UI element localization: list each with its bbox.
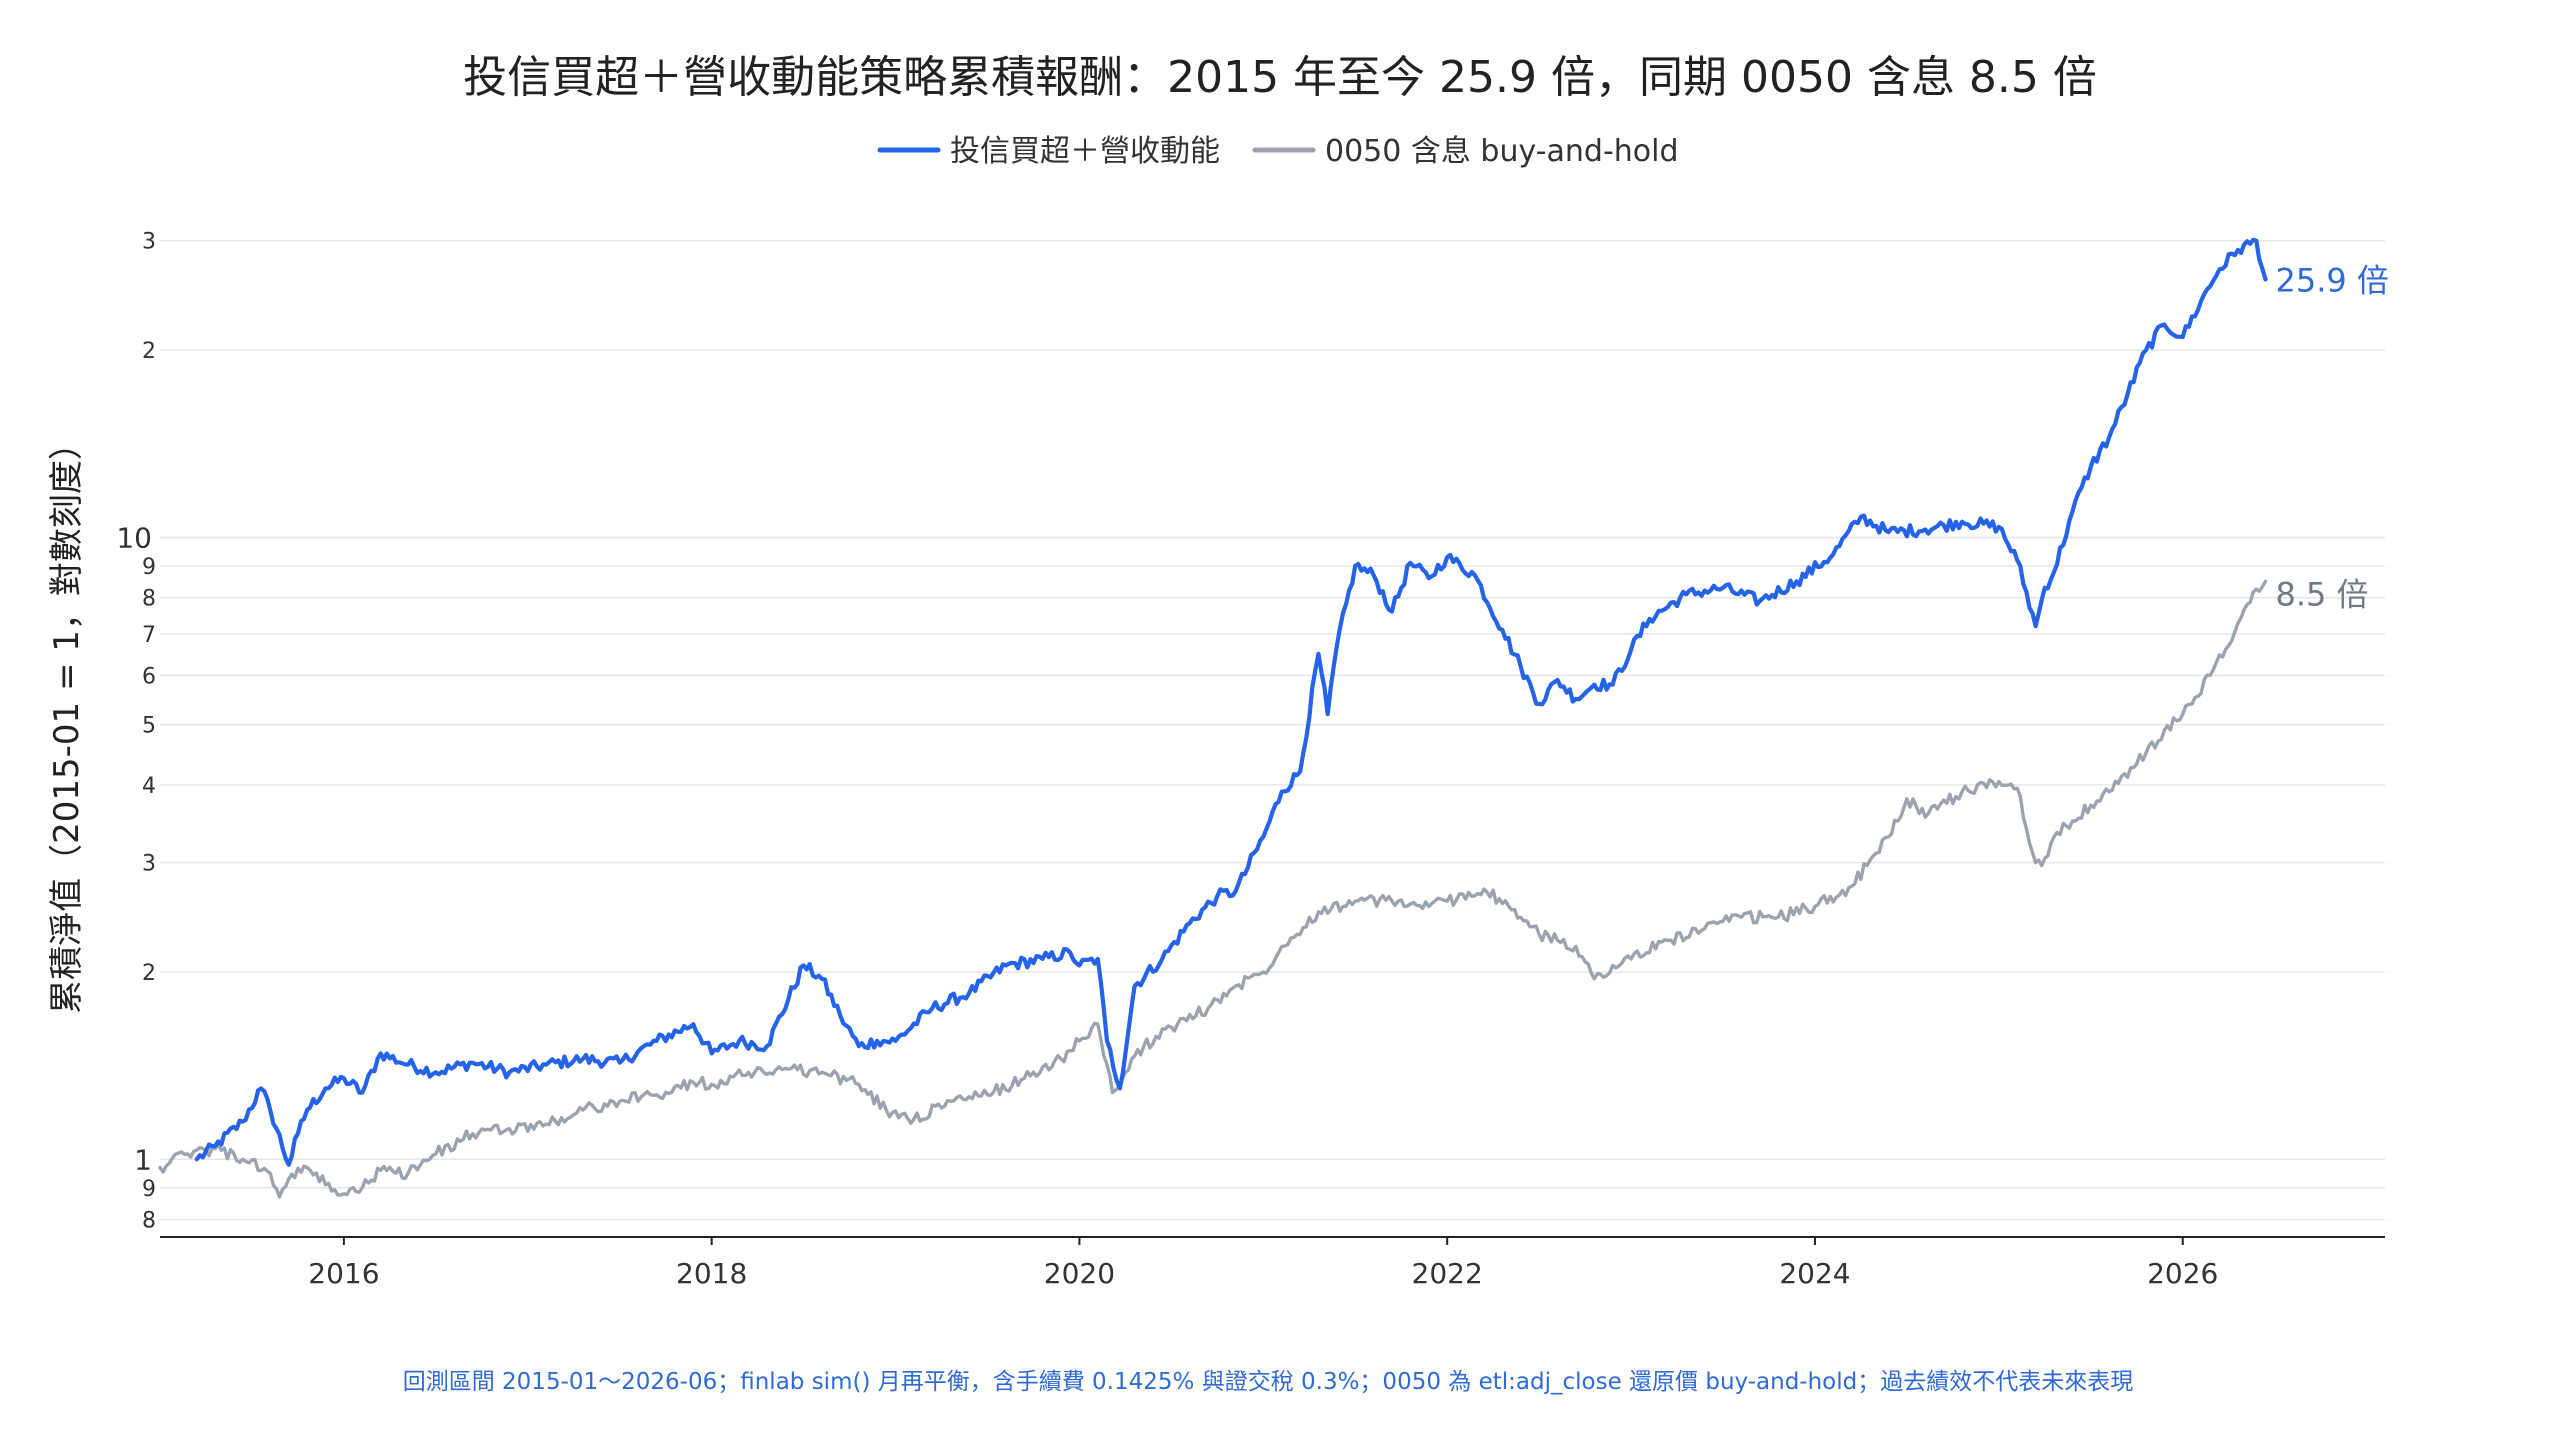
legend-label-strategy: 投信買超＋營收動能 xyxy=(950,134,1220,169)
chart-title: 投信買超＋營收動能策略累積報酬：2015 年至今 25.9 倍，同期 0050 … xyxy=(463,52,2097,103)
y-tick-label: 10 xyxy=(116,521,152,554)
y-tick-label: 6 xyxy=(142,664,156,689)
x-tick-label: 2020 xyxy=(1044,1257,1115,1290)
end-label-strategy: 25.9 倍 xyxy=(2275,261,2388,299)
y-tick-label: 2 xyxy=(142,339,156,364)
x-tick-label: 2024 xyxy=(1779,1257,1850,1290)
x-tick-label: 2018 xyxy=(676,1257,747,1290)
footnote: 回測區間 2015-01～2026-06；finlab sim() 月再平衡，含… xyxy=(403,1369,2134,1395)
x-axis-ticks: 2016 2018 2020 2022 2024 2026 xyxy=(308,1237,2218,1290)
x-tick-label: 2022 xyxy=(1412,1257,1483,1290)
legend: 投信買超＋營收動能 0050 含息 buy-and-hold xyxy=(877,134,1679,169)
y-tick-label: 5 xyxy=(142,714,156,739)
y-tick-label: 9 xyxy=(142,555,156,580)
y-tick-label: 2 xyxy=(142,961,156,986)
gridlines xyxy=(160,239,2385,1221)
y-tick-label: 8 xyxy=(142,587,156,612)
x-tick-label: 2016 xyxy=(308,1257,379,1290)
y-tick-label: 4 xyxy=(142,774,156,799)
y-tick-label: 1 xyxy=(134,1143,152,1176)
y-tick-label: 8 xyxy=(142,1209,156,1234)
end-label-benchmark: 8.5 倍 xyxy=(2275,575,2368,613)
series-line-strategy xyxy=(194,237,2268,1167)
y-tick-label: 9 xyxy=(142,1177,156,1202)
legend-label-benchmark: 0050 含息 buy-and-hold xyxy=(1325,134,1679,169)
y-axis-label: 累積淨值（2015-01 = 1，對數刻度） xyxy=(47,426,87,1014)
series-line-benchmark xyxy=(158,579,2268,1199)
y-tick-label: 3 xyxy=(142,852,156,877)
x-tick-label: 2026 xyxy=(2147,1257,2218,1290)
y-tick-label: 7 xyxy=(142,623,156,648)
series-lines xyxy=(158,237,2268,1199)
y-tick-label: 3 xyxy=(142,230,156,255)
